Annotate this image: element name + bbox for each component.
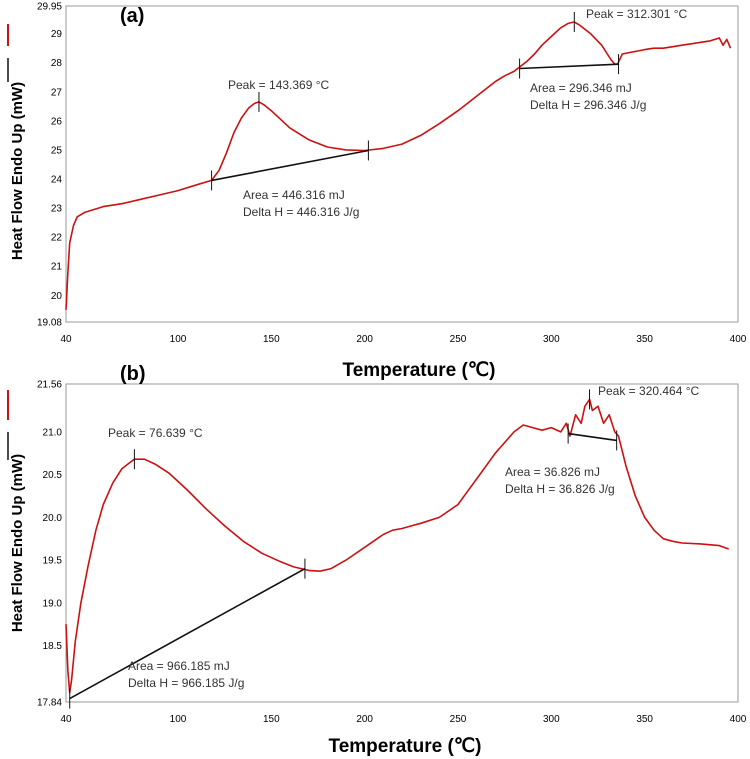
x-tick-label: 400: [730, 334, 747, 345]
panel-a-plot-frame: [65, 5, 739, 323]
y-tick-label: 29: [51, 29, 63, 40]
peak-label: Peak = 143.369 °C: [228, 78, 330, 92]
x-tick-label: 200: [356, 714, 373, 725]
y-tick-label: 20: [51, 291, 63, 302]
x-tick-label: 250: [450, 334, 467, 345]
x-tick-label: 40: [60, 334, 72, 345]
peak-label: Peak = 320.464 °C: [598, 384, 700, 398]
x-tick-label: 300: [543, 714, 560, 725]
y-tick-label: 19.0: [43, 598, 63, 609]
panel-a-y-ticks: 19.08 20 21 22 23 24 25 26 27 28 29 29.95: [37, 2, 62, 329]
panel-b-y-ticks: 17.84 18.5 19.0 19.5 20.0 20.5 21.0 21.56: [37, 380, 62, 709]
x-tick-label: 250: [450, 714, 467, 725]
area-label: Area = 36.826 mJ: [505, 465, 600, 479]
panel-a-x-ticks: 40 100 150 200 250 300 350 400: [60, 334, 746, 345]
integration-baseline: [211, 149, 369, 182]
delta-h-label: Delta H = 36.826 J/g: [505, 482, 615, 496]
panel-a-y-axis-label: Heat Flow Endo Up (mW): [9, 82, 26, 260]
panel-b-heat-flow-curve: [65, 398, 729, 694]
panel-b-label: (b): [120, 363, 146, 385]
x-tick-label: 350: [636, 714, 653, 725]
panel-b-x-ticks: 40 100 150 200 250 300 350 400: [60, 714, 746, 725]
peak-label: Peak = 312.301 °C: [586, 7, 688, 21]
x-tick-label: 350: [636, 334, 653, 345]
area-label: Area = 296.346 mJ: [530, 81, 632, 95]
panel-b-x-axis-label: Temperature (℃): [329, 736, 482, 757]
y-tick-label: 24: [51, 174, 63, 185]
y-tick-label: 29.95: [37, 2, 62, 13]
x-tick-label: 300: [543, 334, 560, 345]
area-label: Area = 966.185 mJ: [128, 659, 230, 673]
y-tick-label: 20.5: [43, 470, 63, 481]
x-tick-label: 150: [263, 714, 280, 725]
integration-baseline: [519, 63, 619, 70]
y-tick-label: 22: [51, 233, 63, 244]
y-tick-label: 28: [51, 58, 63, 69]
x-tick-label: 400: [730, 714, 747, 725]
y-tick-label: 19.5: [43, 556, 63, 567]
y-tick-label: 17.84: [37, 698, 62, 709]
panel-b-y-axis-label: Heat Flow Endo Up (mW): [9, 454, 26, 632]
panel-a-label: (a): [120, 5, 144, 27]
y-tick-label: 20.0: [43, 513, 63, 524]
panel-a-heat-flow-curve: [65, 21, 732, 310]
y-tick-label: 23: [51, 204, 63, 215]
x-tick-label: 100: [170, 714, 187, 725]
delta-h-label: Delta H = 966.185 J/g: [128, 676, 244, 690]
y-tick-label: 21.56: [37, 380, 62, 391]
delta-h-label: Delta H = 446.316 J/g: [243, 205, 359, 219]
area-label: Area = 446.316 mJ: [243, 188, 345, 202]
y-tick-label: 19.08: [37, 318, 62, 329]
y-tick-label: 18.5: [43, 641, 63, 652]
x-tick-label: 40: [60, 714, 72, 725]
y-tick-label: 25: [51, 145, 63, 156]
x-tick-label: 200: [356, 334, 373, 345]
panel-b: (b) Heat Flow Endo Up (mW) Temperature (…: [7, 363, 747, 757]
delta-h-label: Delta H = 296.346 J/g: [530, 98, 646, 112]
panel-b-plot-frame: [65, 383, 739, 703]
panel-a-x-axis-label: Temperature (℃): [343, 360, 496, 381]
y-tick-label: 27: [51, 87, 63, 98]
y-tick-label: 26: [51, 116, 63, 127]
integration-baseline: [69, 567, 306, 700]
peak-label: Peak = 76.639 °C: [108, 426, 203, 440]
y-tick-label: 21: [51, 262, 63, 273]
panel-a: (a) Heat Flow Endo Up (mW) Temperature (…: [7, 2, 747, 381]
x-tick-label: 150: [263, 334, 280, 345]
panel-a-annotations: Peak = 143.369 °C Peak = 312.301 °C Area =…: [211, 7, 688, 219]
y-tick-label: 21.0: [43, 427, 63, 438]
integration-baseline: [568, 432, 617, 442]
panel-b-annotations: Peak = 76.639 °C Peak = 320.464 °C Area = …: [69, 384, 700, 709]
x-tick-label: 100: [170, 334, 187, 345]
